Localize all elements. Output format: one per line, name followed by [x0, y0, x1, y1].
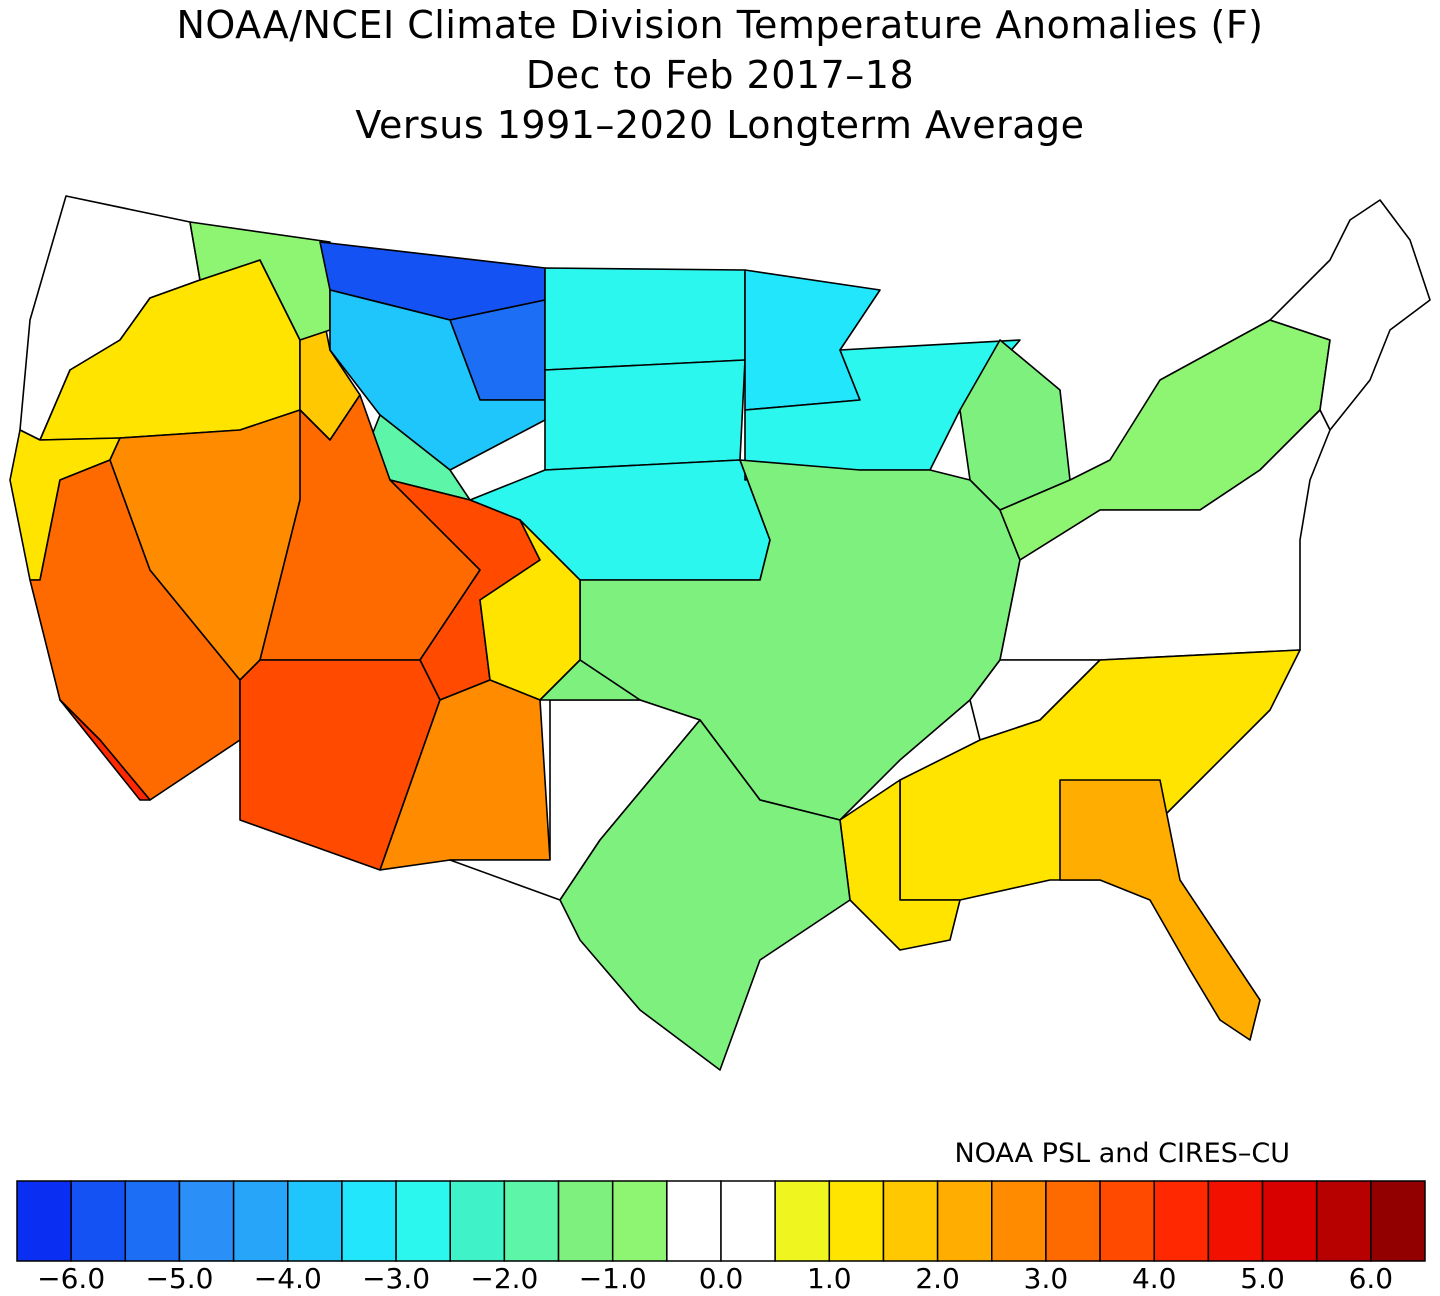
us-anomaly-map: [9, 195, 1431, 1071]
colorbar-tick-label: −1.0: [578, 1262, 647, 1295]
colorbar-tick-label: −2.0: [470, 1262, 539, 1295]
region-texas: [559, 719, 851, 1071]
colorbar-cell: [1207, 1180, 1264, 1262]
title-line-3: Versus 1991–2020 Longterm Average: [355, 103, 1085, 147]
colorbar-tick-label: −4.0: [253, 1262, 322, 1295]
colorbar-cell: [557, 1180, 614, 1262]
region-south-dakota: [544, 359, 746, 471]
colorbar-tick-label: −6.0: [37, 1262, 106, 1295]
colorbar-cell: [232, 1180, 289, 1262]
colorbar-cell: [449, 1180, 506, 1262]
map-titles: NOAA/NCEI Climate Division Temperature A…: [0, 0, 1440, 150]
colorbar-cell: [1315, 1180, 1372, 1262]
colorbar-cell: [178, 1180, 235, 1262]
colorbar-cell: [503, 1180, 560, 1262]
colorbar-tick-label: 3.0: [1023, 1262, 1069, 1295]
region-gulf-coast: [839, 779, 961, 951]
colorbar-cell: [882, 1180, 939, 1262]
colorbar-tick-label: −5.0: [145, 1262, 214, 1295]
colorbar-cell: [1099, 1180, 1155, 1262]
title-line-2: Dec to Feb 2017–18: [525, 53, 915, 97]
colorbar-cell: [341, 1180, 397, 1262]
colorbar-cell: [1045, 1180, 1101, 1262]
colorbar-tick-label: 1.0: [807, 1262, 852, 1295]
colorbar-cell: [395, 1180, 451, 1262]
colorbar-cell: [124, 1180, 181, 1262]
region-southern-california: [59, 699, 151, 801]
colorbar-cell: [1261, 1180, 1318, 1262]
colorbar-cell: [611, 1180, 668, 1262]
colorbar-tick-label: 0.0: [698, 1262, 744, 1295]
colorbar-cell: [70, 1180, 127, 1262]
colorbar-cell: [936, 1180, 993, 1262]
colorbar-cell: [1370, 1180, 1426, 1262]
region-western-montana: [189, 221, 331, 341]
colorbar-cell: [1153, 1180, 1210, 1262]
colorbar-cell: [774, 1180, 831, 1262]
region-georgia-florida: [1059, 779, 1261, 1041]
region-north-dakota: [544, 267, 746, 371]
colorbar-tick-label: 2.0: [915, 1262, 960, 1295]
colorbar-tick-label: 4.0: [1131, 1262, 1177, 1295]
region-new-england: [1269, 199, 1431, 431]
region-oklahoma-kansas: [539, 659, 641, 701]
color-scale-ticks: −6.0 −5.0 −4.0 −3.0 −2.0 −1.0 0.0 1.0 2.0 3.0 4.0 5…: [0, 1262, 1440, 1296]
colorbar-tick-label: −3.0: [362, 1262, 431, 1295]
colorbar-tick-label: 6.0: [1348, 1262, 1394, 1295]
credit-label: NOAA PSL and CIRES–CU: [954, 1138, 1290, 1169]
title-line-1: NOAA/NCEI Climate Division Temperature A…: [176, 3, 1264, 47]
colorbar-cell: [287, 1180, 343, 1262]
colorbar-cell: [828, 1180, 885, 1262]
colorbar-cell: [720, 1180, 776, 1262]
colorbar-cell: [991, 1180, 1047, 1262]
colorbar-cell: [666, 1180, 722, 1262]
colorbar-cell: [16, 1180, 72, 1262]
color-scale-bar: [16, 1180, 1426, 1262]
colorbar-tick-label: 5.0: [1240, 1262, 1285, 1295]
